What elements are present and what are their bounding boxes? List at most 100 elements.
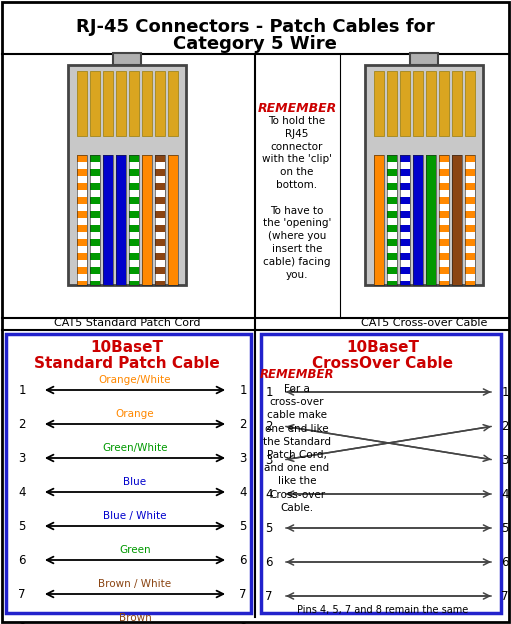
Bar: [77, 225, 86, 232]
Bar: [438, 253, 449, 260]
Bar: [154, 155, 165, 162]
Bar: [386, 253, 397, 260]
Text: Blue: Blue: [124, 477, 147, 487]
Bar: [154, 183, 165, 190]
Bar: [89, 197, 100, 204]
Bar: [438, 246, 449, 253]
Bar: [374, 155, 383, 285]
Bar: [68, 65, 186, 285]
Bar: [400, 183, 409, 190]
Bar: [261, 334, 501, 613]
Text: 5: 5: [501, 522, 508, 535]
Bar: [154, 218, 165, 225]
Text: 2: 2: [501, 419, 509, 432]
Text: Green/White: Green/White: [102, 443, 168, 453]
Text: 5: 5: [239, 520, 247, 532]
Bar: [386, 71, 397, 136]
Bar: [128, 211, 138, 218]
Bar: [128, 260, 138, 267]
Text: Category 5 Wire: Category 5 Wire: [173, 35, 337, 53]
Bar: [89, 274, 100, 281]
Bar: [154, 274, 165, 281]
Bar: [464, 267, 475, 274]
Bar: [77, 155, 86, 285]
Text: 1: 1: [265, 386, 273, 399]
Bar: [386, 204, 397, 211]
Bar: [438, 183, 449, 190]
Bar: [464, 239, 475, 246]
Text: RJ-45 Connectors - Patch Cables for: RJ-45 Connectors - Patch Cables for: [76, 18, 434, 36]
Bar: [386, 281, 397, 285]
Bar: [77, 281, 86, 285]
Bar: [89, 253, 100, 260]
Bar: [128, 232, 138, 239]
Bar: [154, 190, 165, 197]
Text: 6: 6: [501, 555, 509, 568]
Bar: [464, 162, 475, 169]
Bar: [452, 155, 461, 285]
Bar: [400, 155, 409, 285]
Bar: [386, 155, 397, 162]
Bar: [89, 246, 100, 253]
Text: 1: 1: [18, 384, 26, 396]
Bar: [464, 260, 475, 267]
Text: 5: 5: [18, 520, 26, 532]
Bar: [89, 162, 100, 169]
Bar: [438, 71, 449, 136]
Text: 3: 3: [265, 454, 273, 467]
Bar: [154, 197, 165, 204]
Bar: [464, 176, 475, 183]
Text: 4: 4: [18, 485, 26, 499]
Bar: [128, 239, 138, 246]
Bar: [464, 183, 475, 190]
Bar: [374, 155, 383, 285]
Bar: [426, 155, 435, 285]
Bar: [438, 169, 449, 176]
Bar: [400, 239, 409, 246]
Text: Orange: Orange: [115, 409, 154, 419]
Bar: [77, 162, 86, 169]
Text: 7: 7: [501, 590, 509, 603]
Bar: [438, 267, 449, 274]
Bar: [154, 162, 165, 169]
Bar: [77, 260, 86, 267]
Bar: [154, 267, 165, 274]
Bar: [400, 253, 409, 260]
Bar: [168, 71, 177, 136]
Bar: [77, 218, 86, 225]
Text: CrossOver Cable: CrossOver Cable: [313, 356, 453, 371]
Bar: [464, 211, 475, 218]
Bar: [128, 204, 138, 211]
Bar: [412, 71, 423, 136]
Text: Brown / White: Brown / White: [99, 579, 172, 589]
Text: 2: 2: [265, 419, 273, 432]
Text: 4: 4: [265, 487, 273, 500]
Bar: [386, 190, 397, 197]
Bar: [154, 260, 165, 267]
Text: 3: 3: [18, 452, 26, 464]
Text: 10BaseT: 10BaseT: [90, 340, 164, 355]
Bar: [77, 246, 86, 253]
Bar: [400, 176, 409, 183]
Bar: [128, 183, 138, 190]
Text: Standard Patch Cable: Standard Patch Cable: [34, 356, 220, 371]
Bar: [77, 169, 86, 176]
Bar: [89, 232, 100, 239]
Bar: [77, 197, 86, 204]
Text: 7: 7: [18, 588, 26, 600]
Bar: [128, 197, 138, 204]
Bar: [6, 334, 251, 613]
Bar: [400, 246, 409, 253]
Bar: [89, 155, 100, 162]
Bar: [400, 218, 409, 225]
Bar: [128, 162, 138, 169]
Bar: [89, 71, 100, 136]
Text: 2: 2: [239, 417, 247, 431]
Bar: [89, 260, 100, 267]
Bar: [464, 281, 475, 285]
Bar: [103, 71, 112, 136]
Bar: [400, 71, 409, 136]
Text: 2: 2: [18, 417, 26, 431]
Bar: [400, 155, 409, 162]
Bar: [115, 155, 126, 285]
